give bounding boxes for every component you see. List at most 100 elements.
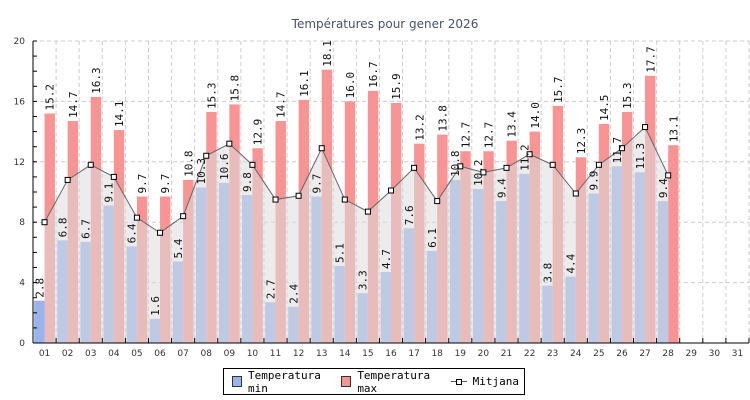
x-tick-label: 05 — [131, 349, 142, 359]
data-label: 15.8 — [229, 75, 242, 102]
mitjana-point — [388, 187, 394, 194]
bar-temperatura-max — [668, 145, 679, 343]
mitjana-point — [411, 164, 418, 171]
data-label: 12.7 — [459, 122, 472, 149]
data-label: 1.6 — [149, 296, 162, 316]
data-label: 14.5 — [598, 95, 611, 122]
y-tick-label: 8 — [19, 218, 25, 228]
legend-item-min: Temperatura min — [232, 369, 336, 395]
data-label: 18.1 — [321, 40, 334, 67]
data-label: 10.3 — [195, 158, 208, 185]
data-label: 11.2 — [518, 144, 531, 171]
data-label: 16.7 — [367, 61, 380, 88]
x-tick-label: 16 — [385, 349, 397, 359]
legend: Temperatura min Temperatura max Mitjana — [223, 368, 525, 395]
x-tick-label: 18 — [431, 349, 443, 359]
mitjana-point — [457, 163, 464, 170]
mitjana-point — [87, 161, 94, 168]
legend-line-marker-icon — [450, 376, 467, 387]
mitjana-point — [503, 164, 510, 171]
x-tick-label: 13 — [316, 349, 327, 359]
mitjana-point — [41, 219, 48, 226]
legend-item-mitjana: Mitjana — [450, 375, 519, 388]
y-tick-label: 0 — [19, 339, 25, 349]
mitjana-point — [642, 124, 649, 131]
data-label: 9.8 — [241, 172, 254, 192]
y-tick-label: 12 — [14, 158, 25, 168]
mitjana-line — [41, 124, 672, 343]
x-tick-label: 31 — [732, 349, 743, 359]
data-label: 9.4 — [495, 178, 508, 198]
data-label: 2.7 — [264, 279, 277, 299]
data-label: 15.2 — [44, 84, 57, 111]
x-tick-label: 23 — [547, 349, 558, 359]
x-tick-label: 27 — [639, 349, 650, 359]
x-tick-label: 06 — [154, 349, 166, 359]
x-tick-label: 26 — [616, 349, 628, 359]
data-label: 15.7 — [552, 76, 565, 103]
value-labels: 2.8 15.2 6.8 14.7 6.7 16.3 9.1 14.1 6.4 9.7 1.6 9.7… — [33, 40, 680, 316]
x-tick-label: 30 — [709, 349, 721, 359]
data-label: 15.3 — [205, 82, 218, 109]
x-tick-label: 28 — [662, 349, 674, 359]
legend-label-mitjana: Mitjana — [472, 375, 519, 388]
x-tick-label: 12 — [293, 349, 304, 359]
data-label: 9.7 — [159, 174, 172, 194]
x-tick-label: 07 — [177, 349, 188, 359]
data-label: 13.4 — [506, 111, 519, 138]
data-label: 14.1 — [113, 101, 126, 128]
x-tick-label: 22 — [524, 349, 535, 359]
data-label: 10.8 — [449, 150, 462, 177]
data-label: 4.4 — [565, 253, 578, 273]
mitjana-area-fill — [44, 127, 669, 343]
mitjana-line-path — [44, 126, 669, 234]
data-label: 13.8 — [436, 105, 449, 132]
mitjana-point — [480, 169, 487, 176]
mitjana-point — [64, 176, 71, 183]
data-label: 9.1 — [103, 183, 116, 203]
mitjana-point — [226, 140, 233, 147]
x-tick-label: 08 — [200, 349, 212, 359]
mitjana-point — [549, 161, 556, 168]
bar-temperatura-min — [34, 300, 45, 343]
mitjana-point — [318, 145, 325, 152]
mitjana-point — [572, 190, 579, 197]
data-label: 10.2 — [472, 159, 485, 186]
x-tick-label: 25 — [593, 349, 604, 359]
data-label: 7.6 — [403, 205, 416, 225]
mitjana-point — [341, 196, 348, 203]
data-label: 9.4 — [657, 178, 670, 198]
mitjana-point — [203, 152, 210, 159]
data-label: 10.6 — [218, 153, 231, 180]
legend-swatch-min — [232, 376, 242, 387]
data-label: 5.4 — [172, 238, 185, 258]
data-label: 14.0 — [529, 102, 542, 129]
data-label: 11.3 — [634, 143, 647, 170]
data-label: 9.7 — [311, 174, 324, 194]
data-label: 14.7 — [275, 92, 288, 119]
y-tick-label: 16 — [14, 97, 26, 107]
data-label: 14.7 — [67, 92, 80, 119]
y-tick-label: 20 — [14, 37, 26, 47]
x-tick-label: 29 — [686, 349, 698, 359]
y-tick-label: 4 — [19, 279, 25, 289]
data-label: 6.4 — [126, 223, 139, 243]
mitjana-point — [295, 192, 302, 199]
data-label: 4.7 — [380, 249, 393, 269]
mitjana-point — [180, 213, 187, 220]
data-label: 3.3 — [357, 270, 370, 290]
x-tick-label: 20 — [478, 349, 490, 359]
data-label: 3.8 — [541, 263, 554, 283]
mitjana-point — [110, 173, 117, 180]
x-tick-label: 24 — [570, 349, 582, 359]
data-label: 11.7 — [611, 137, 624, 164]
mitjana-point — [595, 161, 602, 168]
x-tick-label: 14 — [339, 349, 351, 359]
legend-item-max: Temperatura max — [341, 369, 445, 395]
x-tick-label: 11 — [270, 349, 281, 359]
data-label: 12.3 — [575, 128, 588, 155]
x-tick-label: 21 — [501, 349, 512, 359]
data-label: 15.9 — [390, 73, 403, 100]
